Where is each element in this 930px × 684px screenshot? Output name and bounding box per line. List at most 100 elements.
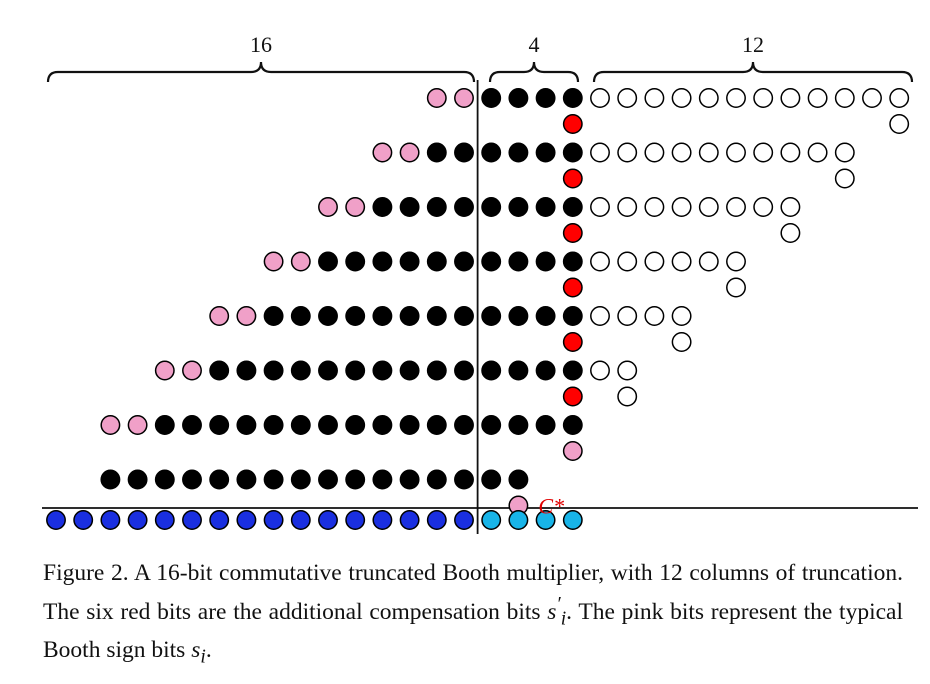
- truncated-bit: [671, 332, 692, 352]
- truncated-bit: [617, 386, 638, 407]
- black-partial-product-bit: [318, 415, 338, 435]
- truncated-bit: [590, 360, 610, 381]
- truncated-bit: [834, 168, 855, 189]
- result-bit-cyan: [562, 510, 583, 530]
- pink-sign-bit: [182, 360, 202, 381]
- black-partial-product-bit: [263, 360, 284, 381]
- black-partial-product-bit: [426, 251, 447, 272]
- brace-label-16: 16: [250, 32, 272, 57]
- black-partial-product-bit: [535, 197, 556, 217]
- result-bit-cyan: [481, 510, 502, 530]
- truncated-bit: [617, 306, 638, 326]
- black-partial-product-bit: [535, 88, 556, 108]
- black-partial-product-bit: [399, 197, 420, 217]
- figure-caption: Figure 2. A 16-bit commutative truncated…: [43, 558, 903, 672]
- black-partial-product-bit: [508, 469, 529, 490]
- black-partial-product-bit: [372, 197, 393, 217]
- pink-sign-bit: [426, 88, 447, 108]
- truncated-bit: [617, 142, 638, 163]
- black-partial-product-bit: [481, 251, 502, 272]
- result-bit-blue: [290, 510, 311, 530]
- result-bit-blue: [399, 510, 420, 530]
- black-partial-product-bit: [562, 415, 583, 435]
- black-partial-product-bit: [426, 360, 447, 381]
- black-partial-product-bit: [263, 415, 284, 435]
- black-partial-product-bit: [345, 415, 366, 435]
- brace-12-columns: [592, 61, 914, 83]
- black-partial-product-bit: [372, 306, 393, 326]
- black-partial-product-bit: [318, 251, 338, 272]
- truncated-bit: [780, 197, 801, 217]
- black-partial-product-bit: [508, 88, 529, 108]
- result-bit-blue: [154, 510, 175, 530]
- truncated-bit: [753, 88, 774, 108]
- caption-text-2: . The pink bits represent the typical Bo…: [43, 598, 903, 663]
- black-partial-product-bit: [454, 469, 474, 490]
- compensation-constant-label: C*: [538, 494, 564, 519]
- result-bit-blue: [318, 510, 338, 530]
- black-partial-product-bit: [508, 360, 529, 381]
- black-partial-product-bit: [481, 197, 502, 217]
- truncated-bit: [889, 88, 910, 108]
- result-bit-blue: [209, 510, 230, 530]
- truncated-bit: [644, 88, 665, 108]
- caption-math-s-prime: s′i: [547, 594, 567, 630]
- truncated-bit: [644, 306, 665, 326]
- truncated-bit: [726, 277, 746, 298]
- caption-text-1: Figure 2. A 16-bit commutative truncated…: [43, 560, 903, 625]
- black-partial-product-bit: [372, 251, 393, 272]
- black-partial-product-bit: [508, 306, 529, 326]
- truncated-bit: [671, 251, 692, 272]
- black-partial-product-bit: [127, 469, 148, 490]
- black-partial-product-bit: [263, 306, 284, 326]
- pink-sign-bit: [454, 88, 474, 108]
- black-partial-product-bit: [535, 415, 556, 435]
- partial-product-dots: [46, 88, 910, 530]
- black-partial-product-bit: [290, 415, 311, 435]
- result-bit-blue: [345, 510, 366, 530]
- truncated-bit: [617, 197, 638, 217]
- black-partial-product-bit: [562, 251, 583, 272]
- brace-label-4: 4: [529, 32, 540, 57]
- result-bit-blue: [372, 510, 393, 530]
- pink-sign-bit: [263, 251, 284, 272]
- pink-sign-bit: [345, 197, 366, 217]
- black-partial-product-bit: [535, 360, 556, 381]
- pink-sign-bit: [399, 142, 420, 163]
- black-partial-product-bit: [209, 469, 230, 490]
- black-partial-product-bit: [290, 306, 311, 326]
- truncated-bit: [617, 88, 638, 108]
- result-bit-blue: [263, 510, 284, 530]
- truncated-bit: [862, 88, 882, 108]
- pink-sign-bit: [154, 360, 175, 381]
- black-partial-product-bit: [399, 306, 420, 326]
- black-partial-product-bit: [372, 360, 393, 381]
- truncated-bit: [834, 88, 855, 108]
- black-partial-product-bit: [345, 469, 366, 490]
- pink-sign-bit: [290, 251, 311, 272]
- truncated-bit: [590, 142, 610, 163]
- black-partial-product-bit: [290, 469, 311, 490]
- truncated-bit: [753, 142, 774, 163]
- truncated-bit: [807, 142, 828, 163]
- result-bit-blue: [100, 510, 121, 530]
- result-bit-blue: [127, 510, 148, 530]
- black-partial-product-bit: [481, 469, 502, 490]
- truncated-bit: [617, 251, 638, 272]
- caption-text-3: .: [205, 636, 212, 663]
- black-partial-product-bit: [426, 469, 447, 490]
- result-bit-cyan: [535, 510, 556, 530]
- black-partial-product-bit: [372, 469, 393, 490]
- black-partial-product-bit: [236, 360, 257, 381]
- red-compensation-bit: [562, 277, 583, 298]
- truncated-bit: [671, 197, 692, 217]
- truncated-bit: [807, 88, 828, 108]
- truncated-bit: [644, 251, 665, 272]
- truncated-bit: [671, 88, 692, 108]
- red-compensation-bit: [562, 114, 583, 134]
- black-partial-product-bit: [182, 415, 202, 435]
- truncated-bit: [726, 142, 746, 163]
- black-partial-product-bit: [454, 142, 474, 163]
- black-partial-product-bit: [481, 415, 502, 435]
- black-partial-product-bit: [263, 469, 284, 490]
